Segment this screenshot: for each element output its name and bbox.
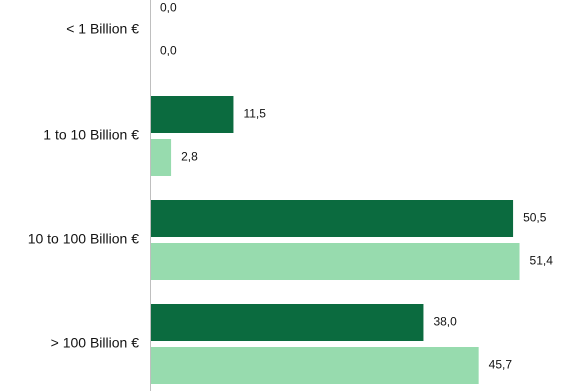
category-label-1-to-10-billion: 1 to 10 Billion € [43, 127, 139, 143]
value-label-1-to-10-billion-series-2: 2,8 [181, 150, 198, 164]
category-label-1-billion: < 1 Billion € [66, 21, 139, 37]
value-label-10-to-100-billion-series-1: 50,5 [523, 211, 547, 225]
value-label-1-to-10-billion-series-1: 11,5 [243, 107, 266, 121]
bar-10-to-100-billion-series-2 [151, 243, 520, 280]
value-label-100-billion-series-1: 38,0 [433, 315, 457, 329]
value-label-10-to-100-billion-series-2: 51,4 [530, 254, 554, 268]
bars [151, 96, 520, 384]
category-label-100-billion: > 100 Billion € [51, 335, 140, 351]
bar-1-to-10-billion-series-2 [151, 139, 172, 176]
value-label-1-billion-series-2: 0,0 [160, 44, 177, 58]
value-label-100-billion-series-2: 45,7 [489, 358, 513, 372]
category-label-10-to-100-billion: 10 to 100 Billion € [28, 231, 140, 247]
bar-10-to-100-billion-series-1 [151, 200, 514, 237]
bar-1-to-10-billion-series-1 [151, 96, 234, 133]
bar-100-billion-series-1 [151, 304, 424, 341]
value-label-1-billion-series-1: 0,0 [160, 1, 177, 15]
bar-100-billion-series-2 [151, 347, 479, 384]
value-labels: 0,0 0,0 11,5 2,8 50,5 51,4 38,0 45,7 [160, 1, 553, 372]
category-labels: < 1 Billion € 1 to 10 Billion € 10 to 100 … [28, 21, 140, 351]
